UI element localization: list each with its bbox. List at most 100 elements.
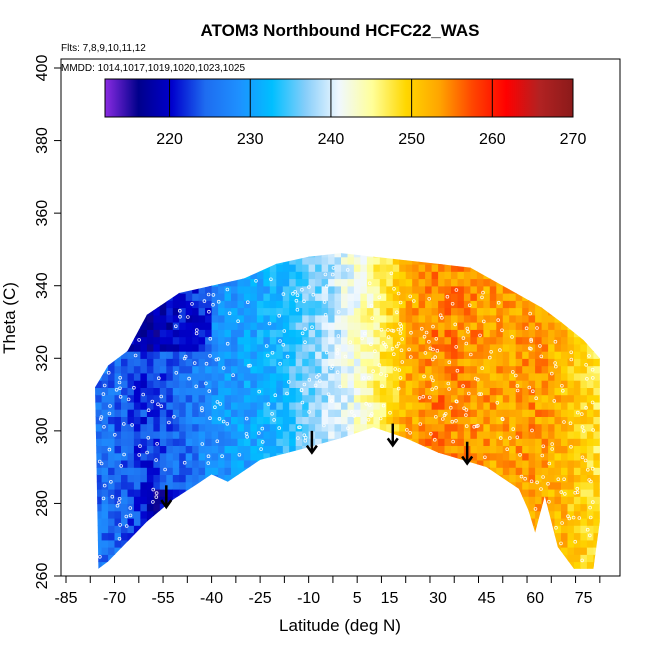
heatmap-cell xyxy=(218,525,226,534)
heatmap-cell xyxy=(438,467,446,475)
heatmap-cell xyxy=(302,314,310,323)
heatmap-cell xyxy=(231,351,239,359)
heatmap-cell xyxy=(334,365,342,374)
heatmap-cell xyxy=(541,532,549,541)
heatmap-cell xyxy=(328,547,336,555)
heatmap-cell xyxy=(334,336,342,345)
heatmap-cell xyxy=(470,401,478,410)
heatmap-cell xyxy=(392,401,400,410)
heatmap-cell xyxy=(444,430,452,439)
heatmap-cell xyxy=(438,438,446,446)
heatmap-cell xyxy=(489,380,497,388)
heatmap-cell xyxy=(399,547,407,555)
heatmap-cell xyxy=(476,278,484,287)
heatmap-cell xyxy=(218,256,226,265)
heatmap-cell xyxy=(353,329,361,338)
heatmap-cell xyxy=(121,329,129,338)
heatmap-cell xyxy=(205,547,213,555)
observation-point xyxy=(539,354,544,359)
heatmap-cell xyxy=(541,380,549,388)
heatmap-cell xyxy=(263,285,271,294)
heatmap-cell xyxy=(451,488,459,497)
heatmap-cell xyxy=(418,445,426,454)
heatmap-cell xyxy=(373,438,381,446)
heatmap-cell xyxy=(379,358,387,367)
heatmap-cell xyxy=(256,467,264,475)
heatmap-cell xyxy=(496,285,504,294)
heatmap-cell xyxy=(211,517,219,526)
heatmap-cell xyxy=(541,329,549,338)
heatmap-cell xyxy=(379,539,387,548)
heatmap-cell xyxy=(431,452,439,461)
heatmap-cell xyxy=(295,372,303,381)
heatmap-cell xyxy=(243,554,251,563)
heatmap-cell xyxy=(554,445,562,454)
heatmap-cell xyxy=(237,430,245,439)
heatmap-cell xyxy=(444,517,452,526)
heatmap-cell xyxy=(399,539,407,548)
heatmap-cell xyxy=(425,387,433,396)
heatmap-cell xyxy=(515,510,523,519)
heatmap-cell xyxy=(360,253,368,258)
heatmap-cell xyxy=(379,365,387,374)
heatmap-cell xyxy=(140,554,148,563)
heatmap-cell xyxy=(224,263,232,272)
heatmap-cell xyxy=(295,253,303,258)
heatmap-cell xyxy=(224,336,232,345)
observation-point xyxy=(515,388,520,393)
observation-point xyxy=(117,536,122,541)
heatmap-cell xyxy=(114,253,122,258)
heatmap-cell xyxy=(250,459,258,468)
heatmap-cell xyxy=(263,423,271,432)
observation-point xyxy=(118,523,122,527)
heatmap-cell xyxy=(185,409,193,417)
observation-point xyxy=(454,399,459,404)
observation-point xyxy=(562,477,566,482)
heatmap-cell xyxy=(476,438,484,446)
heatmap-cell xyxy=(269,394,277,403)
observation-point xyxy=(303,327,307,331)
heatmap-cell xyxy=(295,336,303,345)
heatmap-cell xyxy=(328,293,336,301)
observation-point xyxy=(326,392,331,397)
heatmap-cell xyxy=(121,467,129,475)
heatmap-cell xyxy=(218,358,226,367)
heatmap-cell xyxy=(470,547,478,555)
observation-point xyxy=(246,363,251,368)
heatmap-cell xyxy=(289,293,297,301)
observation-point xyxy=(431,378,435,383)
heatmap-cell xyxy=(218,510,226,519)
heatmap-cell xyxy=(405,445,413,454)
heatmap-cell xyxy=(185,488,193,497)
heatmap-cell xyxy=(522,452,530,461)
heatmap-cell xyxy=(463,256,471,265)
heatmap-cell xyxy=(153,452,161,461)
heatmap-cell xyxy=(315,547,323,555)
heatmap-cell xyxy=(192,569,199,577)
heatmap-cell xyxy=(522,256,530,265)
heatmap-cell xyxy=(438,481,446,490)
heatmap-cell xyxy=(308,343,316,352)
heatmap-cell xyxy=(114,459,122,468)
observation-point xyxy=(468,352,473,357)
heatmap-cell xyxy=(586,517,594,526)
heatmap-cell xyxy=(211,416,219,425)
heatmap-cell xyxy=(250,314,258,323)
heatmap-cell xyxy=(451,293,459,301)
heatmap-cell xyxy=(153,351,161,359)
observation-point xyxy=(477,392,482,396)
heatmap-cell xyxy=(379,372,387,381)
heatmap-cell xyxy=(185,430,193,439)
heatmap-cell xyxy=(276,503,284,512)
heatmap-cell xyxy=(95,314,103,323)
heatmap-cell xyxy=(172,416,180,425)
heatmap-cell xyxy=(231,459,239,468)
heatmap-cell xyxy=(250,423,258,432)
heatmap-cell xyxy=(483,561,491,569)
heatmap-cell xyxy=(321,358,329,367)
heatmap-cell xyxy=(580,365,588,374)
heatmap-cell xyxy=(341,329,349,338)
heatmap-cell xyxy=(515,253,523,258)
heatmap-cell xyxy=(496,358,504,367)
heatmap-cell xyxy=(172,452,180,461)
